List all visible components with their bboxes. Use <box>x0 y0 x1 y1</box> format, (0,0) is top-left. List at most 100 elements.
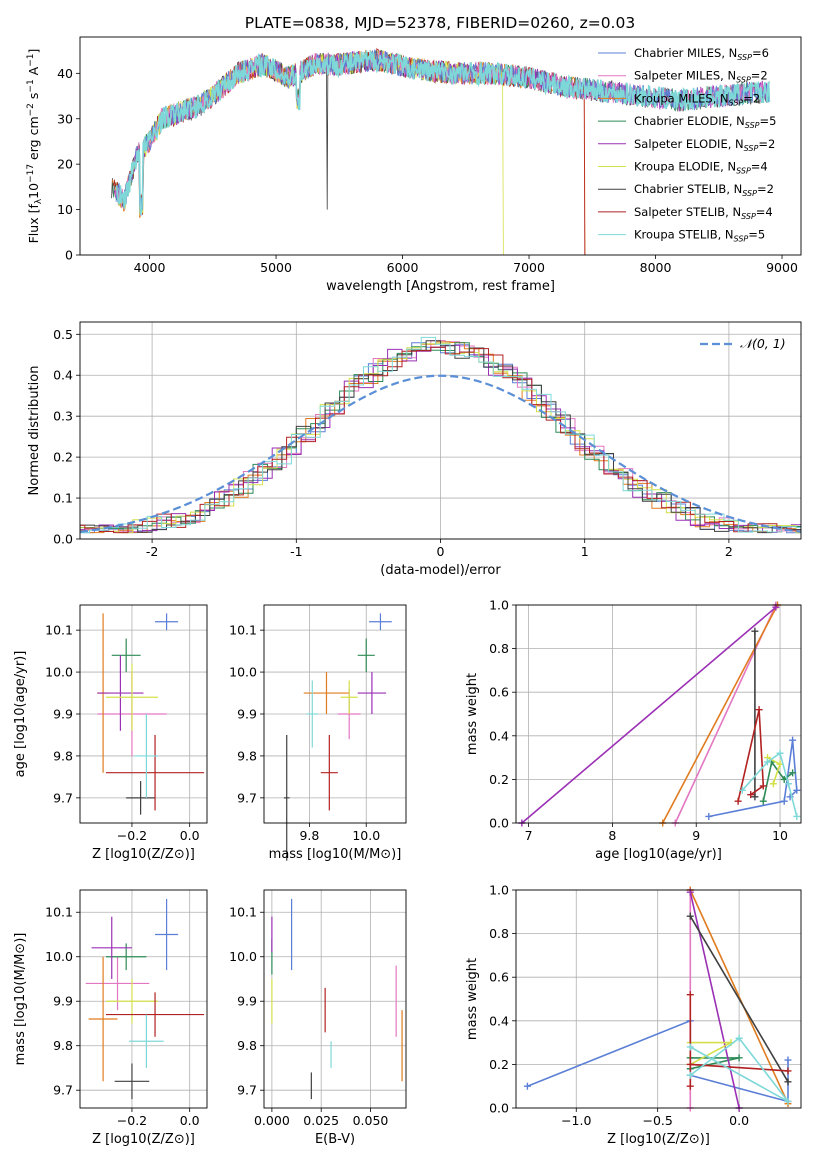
y-tick-label: 20 <box>57 157 73 172</box>
x-tick-label: -1 <box>290 544 302 559</box>
weight-line <box>689 889 789 1104</box>
weight-marker <box>735 1034 743 1042</box>
age-vs-mass-panel: 9.8 10.0 9.7 9.8 9.9 10.0 10.1 mass [log10(M/M⊙… <box>229 604 407 862</box>
x-tick-label: 5000 <box>260 260 292 275</box>
axes-frame <box>263 889 407 1109</box>
weight-marker <box>776 749 784 757</box>
y-tick-label: 9.8 <box>237 1038 257 1053</box>
x-tick-label: 0 <box>437 544 445 559</box>
weight-line <box>737 709 765 802</box>
x-tick-label: 8000 <box>640 260 672 275</box>
y-tick-label: 10.0 <box>229 949 257 964</box>
weight-marker <box>747 791 755 799</box>
errorbar-point <box>91 916 132 979</box>
y-tick-label: 0.8 <box>489 641 509 656</box>
y-tick-label: 0 <box>65 248 73 263</box>
y-axis-label: Normed distribution <box>27 366 42 496</box>
weight-marker <box>751 627 759 635</box>
x-axis-label: (data-model)/error <box>380 563 501 578</box>
axes-frame <box>515 889 802 1109</box>
x-axis-label: Z [log10(Z/Z⊙)] <box>92 847 195 862</box>
x-tick-label: 9 <box>692 828 700 843</box>
mass-vs-ebv-panel: 0.000 0.025 0.050 9.7 9.8 9.9 10.0 10.1 E(B-V) <box>229 889 407 1147</box>
weight-marker <box>751 793 759 801</box>
x-tick-label: 9000 <box>766 260 798 275</box>
errorbar-point <box>88 956 118 1082</box>
mass-vs-metallicity-panel: −0.2 0.0 9.7 9.8 9.9 10.0 10.1 Z [log10(Z/Z⊙)] m… <box>13 889 208 1147</box>
x-tick-label: −1.0 <box>561 1113 591 1128</box>
weight-marker <box>759 797 767 805</box>
legend-entry: Salpeter STELIB, NSSP=4 <box>634 205 773 221</box>
y-tick-label: 1.0 <box>489 598 509 613</box>
legend-entry: Chabrier ELODIE, NSSP=5 <box>634 114 776 130</box>
errorbar-point <box>97 655 144 731</box>
x-axis-label: Z [log10(Z/Z⊙)] <box>607 1132 710 1147</box>
y-axis-label: mass [log10(M/M⊙)] <box>13 933 28 1066</box>
weight-line <box>689 1037 789 1103</box>
y-axis-label: Flux [fλ10−17 erg cm−2 s−1 A−1] <box>26 49 44 244</box>
spectrum-lines <box>111 47 771 255</box>
x-tick-label: 10.0 <box>352 828 380 843</box>
errorbar-point <box>357 638 375 673</box>
y-tick-label: 0.3 <box>53 409 73 424</box>
weight-marker <box>755 706 763 714</box>
age-vs-metallicity-panel: −0.2 0.0 9.7 9.8 9.9 10.0 10.1 Z [log10(Z/Z⊙)] a… <box>13 604 208 862</box>
weight-marker <box>734 797 742 805</box>
y-tick-label: 0.2 <box>489 1057 509 1072</box>
y-tick-label: 10.1 <box>229 623 257 638</box>
x-tick-label: 4000 <box>134 260 166 275</box>
weight-marker <box>763 758 771 766</box>
x-tick-label: −0.5 <box>643 1113 673 1128</box>
y-tick-label: 10.0 <box>45 949 73 964</box>
errorbar-point <box>105 663 158 731</box>
y-tick-label: 9.9 <box>237 994 257 1009</box>
x-tick-label: 1 <box>581 544 589 559</box>
weight-marker <box>759 782 767 790</box>
y-tick-label: 10.1 <box>45 623 73 638</box>
x-axis-label: Z [log10(Z/Z⊙)] <box>92 1132 195 1147</box>
y-tick-label: 9.8 <box>53 1038 73 1053</box>
errorbar-point <box>85 956 150 1011</box>
weight-line <box>521 606 777 824</box>
legend-entry: Salpeter ELODIE, NSSP=2 <box>634 137 775 153</box>
weight-marker <box>523 1082 531 1090</box>
y-tick-label: 0.5 <box>53 327 73 342</box>
y-axis-label: mass weight <box>465 958 480 1040</box>
y-tick-label: 0.0 <box>489 1101 509 1116</box>
y-tick-label: 9.9 <box>237 707 257 722</box>
histogram-kroupa-stelib <box>80 336 801 534</box>
y-tick-label: 9.8 <box>53 748 73 763</box>
axes-frame <box>79 604 208 824</box>
y-axis-label: mass weight <box>465 673 480 755</box>
x-tick-label: 0.000 <box>254 1113 290 1128</box>
y-tick-label: 0.0 <box>53 532 73 547</box>
y-tick-label: 9.7 <box>237 1083 257 1098</box>
y-axis-label: age [log10(age/yr)] <box>13 651 28 778</box>
errorbar-point <box>111 638 141 673</box>
weight-marker <box>793 786 801 794</box>
mass-weight-vs-age-panel: 7 8 9 10 0.0 0.2 0.4 0.6 0.8 1.0 age [log10(age/yr… <box>465 598 802 862</box>
weight-marker <box>769 780 777 788</box>
y-tick-label: 0.6 <box>489 685 509 700</box>
weight-marker <box>784 1097 792 1105</box>
y-tick-label: 30 <box>57 111 73 126</box>
y-tick-label: 10 <box>57 202 73 217</box>
legend: Chabrier MILES, NSSP=6 Salpeter MILES, NS… <box>598 46 776 244</box>
histogram-salpeter-elodie <box>80 344 801 533</box>
weight-line <box>689 915 789 1083</box>
errorbar-point <box>105 978 158 1024</box>
y-tick-label: 9.8 <box>237 748 257 763</box>
y-tick-label: 0.4 <box>53 368 73 383</box>
legend-entry: Kroupa ELODIE, NSSP=4 <box>634 160 768 176</box>
spectrum-panel: 4000 5000 6000 7000 8000 9000 0 10 20 30 40 wavelen… <box>26 36 802 294</box>
x-tick-label: 10 <box>772 828 788 843</box>
legend-entry: 𝒩(0, 1) <box>740 336 786 351</box>
errorbar-point <box>105 734 205 811</box>
axes-frame <box>515 604 802 824</box>
residuals-panel: -2 -1 0 1 2 0.0 0.1 0.2 0.3 0.4 0.5 (data-model)/er… <box>27 321 802 578</box>
x-axis-label: E(B-V) <box>315 1132 355 1147</box>
histogram-kroupa-miles <box>80 341 801 534</box>
x-tick-label: 6000 <box>387 260 419 275</box>
legend-entry: Salpeter MILES, NSSP=2 <box>634 69 768 85</box>
x-tick-label: 2 <box>725 544 733 559</box>
